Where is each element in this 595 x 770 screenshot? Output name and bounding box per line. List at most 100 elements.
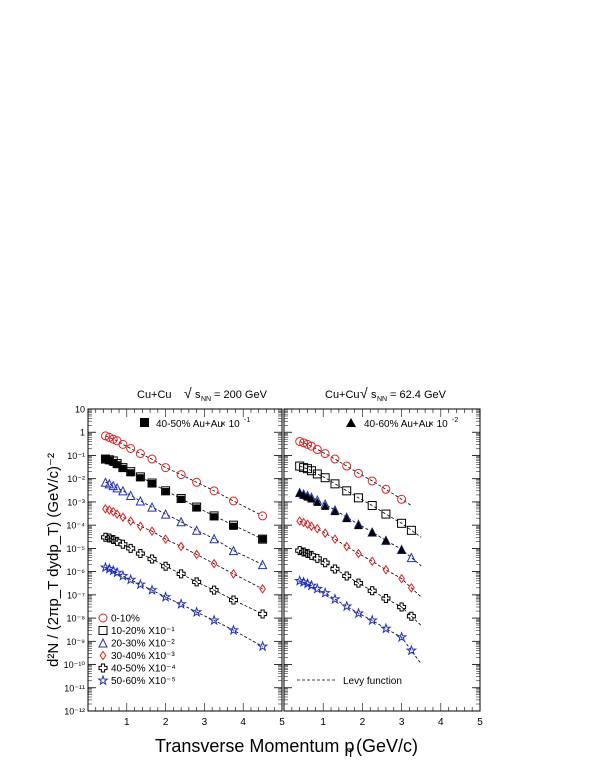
series-filled-square (101, 455, 267, 543)
data-point (355, 548, 362, 559)
data-point (118, 485, 128, 496)
y-tick-label: 10⁻² (67, 474, 85, 484)
x-tick-label: 2 (163, 717, 169, 728)
y-tick-label: 10⁻⁹ (66, 637, 85, 647)
data-point (296, 516, 304, 526)
data-point (209, 533, 219, 544)
data-point (147, 454, 157, 464)
data-point (353, 493, 363, 503)
data-point (258, 511, 268, 521)
x-tick-label: 3 (202, 717, 208, 728)
levy-fit-line (299, 550, 422, 626)
data-point (193, 504, 201, 512)
data-point (160, 508, 171, 519)
legend-marker (97, 674, 109, 686)
data-point (229, 496, 238, 506)
data-point (258, 534, 268, 544)
data-point (295, 488, 304, 497)
data-point (397, 545, 406, 554)
data-point (126, 443, 136, 453)
data-point (127, 516, 135, 526)
y-tick-label: 10⁻⁶ (67, 567, 86, 577)
data-point (295, 436, 305, 446)
y-tick-label: 10⁻¹¹ (64, 683, 85, 693)
data-point (321, 528, 329, 539)
data-point (366, 614, 378, 626)
y-tick-label: 10⁻³ (67, 497, 85, 507)
series-cross (100, 532, 268, 619)
data-point (368, 528, 377, 537)
legend-marker (98, 637, 108, 648)
levy-fit-line (105, 435, 263, 517)
data-point (312, 445, 322, 455)
data-point (136, 474, 144, 482)
data-point (330, 507, 339, 516)
data-point (330, 564, 340, 574)
data-point (303, 549, 313, 559)
legend-marker (99, 650, 107, 661)
right-panel-title-sqrt: √ (360, 385, 368, 401)
levy-fit-line (299, 580, 422, 665)
data-point (136, 521, 144, 532)
levy-fit-line (105, 458, 263, 540)
data-point (135, 449, 145, 459)
x-tick-label: 4 (438, 717, 444, 728)
data-point (161, 463, 171, 473)
data-point (162, 488, 170, 496)
data-point (311, 582, 324, 594)
y-tick-label: 10⁻¹² (64, 707, 85, 717)
right-panel-title-sub: NN (377, 396, 387, 403)
data-point (320, 558, 330, 568)
data-point (342, 486, 352, 496)
data-point (406, 525, 416, 535)
y-tick-label: 10⁻⁵ (67, 544, 86, 554)
data-point (397, 602, 407, 612)
y-axis-title: d²N / (2πp_T dydp_T) (GeV/c)⁻² (45, 453, 62, 667)
legend-auau-right-marker (346, 418, 356, 427)
series-star (99, 561, 269, 652)
data-point (395, 631, 408, 643)
data-point (313, 497, 322, 506)
data-point (192, 477, 202, 487)
series-diamond (102, 504, 267, 594)
data-point (135, 549, 145, 559)
data-point (320, 473, 330, 483)
series-circle (100, 431, 268, 521)
data-point (124, 573, 137, 585)
data-point (148, 526, 156, 537)
data-point (208, 614, 220, 626)
data-point (258, 609, 268, 619)
legend-auau-right-text: 40-60% Au+Au (364, 419, 431, 430)
x-tick-label: 3 (399, 717, 405, 728)
y-tick-label: 10⁻⁸ (66, 614, 85, 624)
legend-auau-left-marker (140, 418, 149, 427)
data-point (229, 595, 238, 605)
levy-legend-label: Levy function (343, 676, 402, 687)
data-point (230, 522, 237, 530)
y-tick-label: 10⁻¹⁰ (64, 660, 86, 670)
legend-label: 20-30% X10⁻² (111, 639, 175, 650)
axis-ticks (87, 408, 481, 712)
data-point (397, 494, 407, 504)
data-point (104, 478, 115, 489)
x-tick-labels: 1 2 3 4 5 1 2 3 4 5 (124, 717, 483, 728)
data-point (353, 468, 363, 478)
data-point (134, 578, 147, 590)
legend-auau-left-exp: -1 (244, 417, 250, 424)
x-tick-label: 1 (124, 717, 130, 728)
data-point (210, 513, 218, 521)
data-point (147, 478, 157, 488)
x-axis-title-main: Transverse Momentum p (155, 736, 354, 756)
y-tick-label: 10 (75, 405, 85, 415)
legend-label: 40-50% X10⁻⁴ (111, 664, 176, 675)
series-diamond (296, 516, 415, 593)
data-point (162, 534, 170, 545)
data-point (342, 461, 352, 471)
data-point (176, 516, 186, 527)
data-point (101, 455, 109, 463)
data-point (159, 591, 172, 602)
centrality-legend: 0-10%10-20% X10⁻¹ 20-30% X10⁻²30-40% X10⁻… (97, 613, 176, 687)
data-point (210, 558, 218, 569)
data-point (257, 559, 268, 570)
data-point (256, 640, 269, 652)
